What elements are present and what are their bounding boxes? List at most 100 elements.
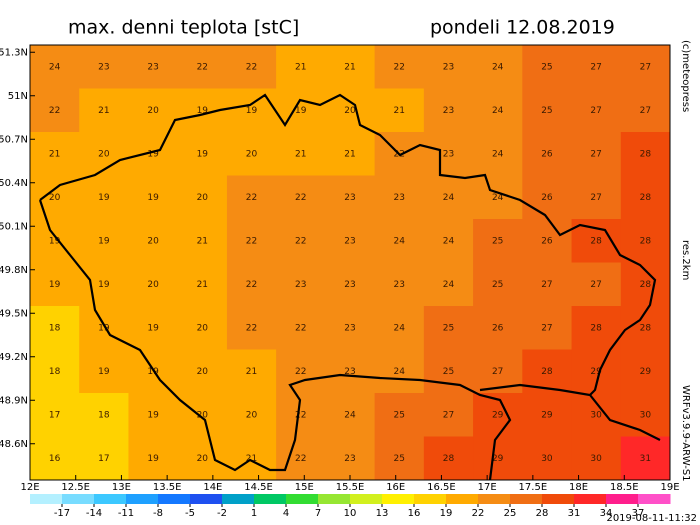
colorbar-segment [30,494,63,504]
y-tick-label: 50.4N [0,178,28,189]
field-value: 24 [492,149,504,159]
field-cell [226,349,277,394]
field-cell [571,45,622,89]
field-value: 20 [147,236,159,246]
y-tick-label: 48.6N [0,439,28,450]
colorbar-segment [478,494,511,504]
field-cell [374,262,425,307]
colorbar-label: -11 [118,508,134,519]
field-value: 21 [98,106,109,116]
field-cell [226,88,277,133]
colorbar-label: -5 [185,508,195,519]
field-cell [620,349,671,394]
field-value: 20 [344,106,356,116]
field-cell [522,219,573,263]
field-cell [374,45,425,89]
field-value: 24 [492,62,504,72]
field-value: 22 [295,367,306,377]
field-cell [325,175,376,220]
field-cell [325,219,376,263]
colorbar-label: 37 [632,508,645,519]
x-tick-label: 15E [295,482,314,493]
field-value: 22 [295,236,306,246]
x-tick-label: 17.5E [519,482,548,493]
x-tick-label: 13.5E [153,482,182,493]
colorbar-segment [606,494,639,504]
field-cell [473,436,523,481]
field-cell [177,306,228,350]
field-value: 22 [295,323,306,333]
field-value: 27 [640,62,651,72]
field-value: 19 [197,106,209,116]
field-value: 20 [197,367,209,377]
colorbar-label: 25 [504,508,517,519]
field-value: 19 [147,323,159,333]
field-cell [177,219,228,263]
field-cell [571,436,622,481]
field-cell [522,175,573,220]
field-value: 25 [541,62,552,72]
field-cell [276,306,326,350]
field-cell [423,306,474,350]
field-value: 24 [492,193,504,203]
field-cell [571,306,622,350]
field-cell [79,306,129,350]
field-value: 24 [443,236,455,246]
colorbar-segment [350,494,383,504]
field-value: 28 [590,323,602,333]
field-value: 27 [443,410,454,420]
field-cell [177,132,228,176]
y-tick-label: 48.9N [0,395,28,406]
field-cell [79,88,129,133]
colorbar-segment [510,494,543,504]
field-value: 21 [344,149,355,159]
field-cell [620,45,671,89]
field-cell [276,175,326,220]
field-cell [226,219,277,263]
field-value: 28 [640,193,652,203]
field-value: 19 [98,367,110,377]
field-cell [177,175,228,220]
field-value: 23 [344,323,355,333]
x-tick-label: 15.5E [336,482,365,493]
field-value: 20 [98,149,110,159]
field-cell [620,88,671,133]
colorbar-segment [158,494,191,504]
field-value: 28 [640,236,652,246]
field-value: 25 [492,236,503,246]
field-cell [571,393,622,437]
field-value: 26 [492,323,504,333]
field-value: 25 [443,367,454,377]
colorbar-label: -2 [217,508,227,519]
field-cell [423,45,474,89]
field-value: 22 [49,106,60,116]
field-value: 28 [640,149,652,159]
field-value: 27 [492,367,503,377]
field-value: 21 [246,454,257,464]
field-cell [79,219,129,263]
colorbar-label: 4 [283,508,289,519]
field-value: 24 [344,410,356,420]
field-value: 23 [295,280,306,290]
field-value: 19 [147,454,159,464]
x-tick-label: 12E [20,482,39,493]
x-tick-label: 18.5E [610,482,639,493]
field-cell [325,262,376,307]
field-value: 30 [541,454,553,464]
field-value: 23 [443,149,454,159]
field-cell [423,262,474,307]
field-cell [276,45,326,89]
axes: 51.3N 51N 50.7N 50.4N 50.1N 49.8N 49.5N 49.2N 48… [0,47,680,493]
y-tick-label: 50.1N [0,221,28,232]
colorbar-segment [542,494,575,504]
field-value: 20 [197,410,209,420]
field-value: 21 [295,62,306,72]
field-value: 24 [443,193,455,203]
colorbar-label: -14 [86,508,102,519]
field-cell [374,88,425,133]
field-cell [522,88,573,133]
x-tick-label: 13E [112,482,131,493]
field-cell [177,393,228,437]
colorbar-label: 19 [440,508,453,519]
